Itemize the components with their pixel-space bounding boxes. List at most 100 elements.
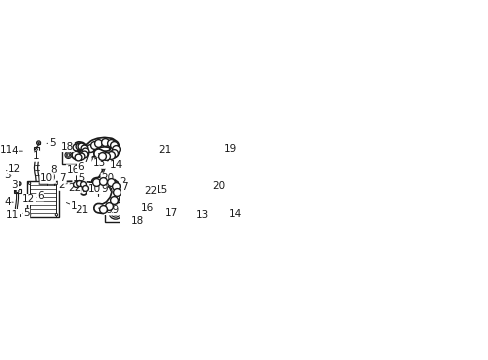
Circle shape [66, 153, 70, 157]
Text: 3: 3 [12, 180, 18, 190]
Text: 7: 7 [122, 182, 128, 192]
Circle shape [95, 181, 98, 184]
Circle shape [101, 187, 102, 189]
Text: 14: 14 [109, 159, 122, 170]
Circle shape [160, 199, 162, 201]
Circle shape [104, 207, 107, 210]
Bar [27, 181, 59, 217]
Text: 20: 20 [212, 181, 225, 191]
Circle shape [102, 167, 104, 169]
Circle shape [38, 142, 39, 144]
Text: 18: 18 [130, 216, 143, 226]
Circle shape [111, 207, 121, 217]
Circle shape [16, 189, 19, 193]
Bar [105, 202, 126, 222]
Text: 2: 2 [58, 180, 65, 190]
Circle shape [37, 141, 41, 145]
Text: 9: 9 [49, 173, 55, 183]
Text: 12: 12 [8, 163, 21, 174]
Circle shape [113, 209, 119, 215]
Text: 16: 16 [141, 203, 154, 213]
Circle shape [100, 185, 104, 190]
Circle shape [112, 187, 115, 190]
Circle shape [170, 203, 177, 210]
Circle shape [35, 148, 37, 150]
Text: 17: 17 [165, 208, 178, 218]
Circle shape [55, 182, 58, 184]
Text: 7: 7 [60, 173, 66, 183]
Text: 1: 1 [71, 201, 77, 211]
Text: 18: 18 [61, 141, 74, 152]
Bar [14, 189, 21, 193]
Text: 19: 19 [223, 144, 236, 154]
Circle shape [114, 211, 117, 213]
Circle shape [117, 189, 119, 192]
Text: 8: 8 [105, 205, 111, 215]
Text: 4: 4 [12, 146, 18, 156]
Circle shape [16, 213, 19, 215]
Text: 8: 8 [50, 165, 57, 175]
Text: 13: 13 [196, 211, 209, 220]
Bar [92, 180, 98, 185]
Circle shape [117, 189, 120, 192]
Text: 2: 2 [119, 177, 125, 187]
Text: 11: 11 [0, 145, 13, 155]
Bar [149, 207, 153, 209]
Circle shape [168, 201, 180, 213]
Bar [37, 142, 40, 144]
Text: 3: 3 [4, 170, 11, 180]
Circle shape [28, 182, 31, 184]
Circle shape [73, 151, 77, 155]
Circle shape [111, 186, 116, 191]
Circle shape [109, 206, 122, 219]
Text: 19: 19 [106, 205, 120, 215]
Text: 14: 14 [228, 209, 242, 219]
Bar [15, 214, 20, 216]
Bar [207, 202, 210, 206]
Text: 10: 10 [40, 173, 53, 183]
Circle shape [105, 207, 106, 209]
Circle shape [194, 200, 203, 209]
Text: 11: 11 [6, 210, 19, 220]
Circle shape [146, 207, 149, 209]
Bar [207, 196, 210, 200]
Circle shape [115, 188, 121, 193]
Text: 15: 15 [73, 173, 86, 183]
Text: 16: 16 [66, 165, 80, 175]
Circle shape [28, 213, 31, 216]
Circle shape [55, 213, 58, 216]
Circle shape [172, 206, 175, 208]
Circle shape [74, 152, 76, 154]
Text: 20: 20 [101, 173, 114, 183]
Circle shape [191, 197, 205, 212]
Circle shape [165, 198, 183, 215]
Circle shape [65, 152, 72, 158]
Circle shape [196, 202, 200, 206]
Circle shape [188, 194, 208, 215]
Text: 21: 21 [75, 205, 88, 215]
Circle shape [110, 185, 117, 192]
Circle shape [101, 166, 105, 170]
Text: 6: 6 [37, 191, 43, 201]
Text: 13: 13 [93, 158, 106, 168]
Bar [62, 148, 81, 165]
Bar [15, 189, 18, 192]
Text: 12: 12 [22, 194, 35, 204]
Circle shape [185, 191, 212, 218]
Bar [207, 208, 210, 212]
Circle shape [67, 154, 69, 156]
Text: 5: 5 [49, 138, 55, 148]
Circle shape [17, 182, 21, 186]
Text: 15: 15 [155, 185, 168, 195]
Text: 4: 4 [4, 197, 11, 207]
Text: 6: 6 [78, 162, 84, 172]
Circle shape [115, 212, 116, 213]
Circle shape [101, 186, 103, 189]
Bar [205, 193, 222, 215]
Text: 5: 5 [23, 208, 30, 219]
Circle shape [18, 183, 20, 185]
Text: 10: 10 [88, 184, 101, 194]
Text: 21: 21 [158, 145, 171, 155]
Bar [95, 190, 100, 193]
Text: 22: 22 [68, 183, 81, 193]
